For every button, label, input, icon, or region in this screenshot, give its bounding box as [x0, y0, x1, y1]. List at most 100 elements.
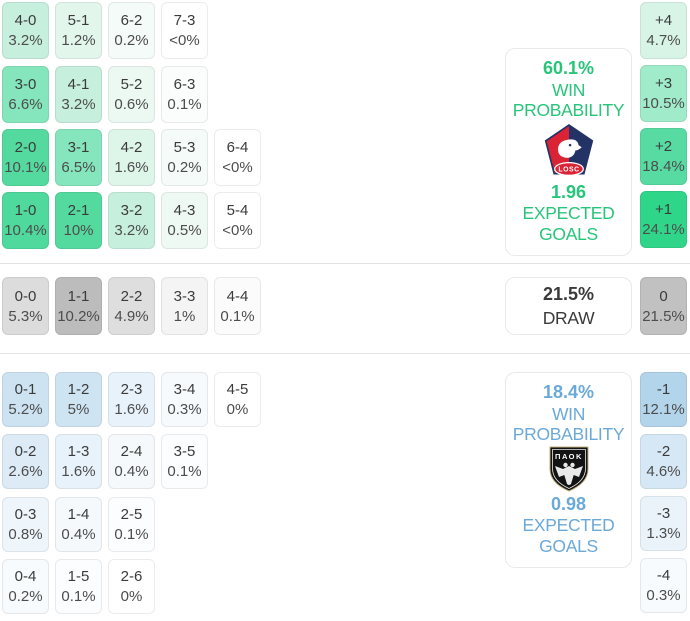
svg-text:ΠΑΟΚ: ΠΑΟΚ [555, 452, 583, 461]
cell-probability-value: 6.6% [8, 96, 43, 113]
home-score-row-4: 1-0 10.4% 2-1 10% 3-2 3.2% 4-3 0.5% 5-4 <0% [2, 192, 261, 249]
draw-probability-value: 21.5% [542, 284, 595, 305]
cell-2-2: 2-2 4.9% [108, 277, 155, 335]
cell-probability-value: 3.2% [8, 32, 43, 49]
cell-5-2: 5-2 0.6% [108, 66, 155, 123]
section-divider-top [0, 263, 690, 264]
cell-probability-value: 1.2% [61, 32, 96, 49]
cell-score-label: 3-1 [67, 139, 90, 156]
cell-0-4: 0-4 0.2% [2, 559, 49, 614]
paok-crest-icon: ΠΑΟΚ [549, 446, 588, 492]
cell-score-label: 1-2 [67, 381, 90, 398]
cell-probability-value: 1% [173, 307, 196, 325]
home-win-label-line2: PROBABILITY [512, 99, 625, 120]
cell-probability-value: 3.2% [114, 222, 149, 239]
cell-7-3: 7-3 <0% [161, 2, 208, 59]
cell-probability-value: 4.9% [114, 307, 149, 325]
draw-panel: 21.5% DRAW [505, 277, 632, 335]
cell-1-0: 1-0 10.4% [2, 192, 49, 249]
cell-1-4: 1-4 0.4% [55, 497, 102, 552]
home-win-label-line1: WIN [551, 79, 586, 100]
away-win-panel: 18.4% WIN PROBABILITY ΠΑΟΚ 0.98 EXPECTED… [505, 372, 632, 568]
away-score-row-4: 0-4 0.2% 1-5 0.1% 2-6 0% [2, 559, 155, 614]
cell-probability-value: 0.8% [8, 526, 43, 543]
cell-score-label: 0 [659, 287, 668, 305]
cell-0-0: 0-0 5.3% [2, 277, 49, 335]
cell-1-5: 1-5 0.1% [55, 559, 102, 614]
cell-+4: +4 4.7% [640, 2, 687, 59]
away-xg-label-line1: EXPECTED [522, 515, 615, 536]
home-win-probability-block: 60.1% WIN PROBABILITY [512, 58, 625, 120]
draw-label: DRAW [542, 307, 595, 328]
home-score-row-1: 4-0 3.2% 5-1 1.2% 6-2 0.2% 7-3 <0% [2, 2, 208, 59]
cell-1-3: 1-3 1.6% [55, 434, 102, 489]
cell-0-3: 0-3 0.8% [2, 497, 49, 552]
cell-probability-value: 4.6% [646, 463, 681, 480]
home-score-row-2: 3-0 6.6% 4-1 3.2% 5-2 0.6% 6-3 0.1% [2, 66, 208, 123]
cell-2-6: 2-6 0% [108, 559, 155, 614]
cell-score-label: 2-0 [14, 139, 37, 156]
cell-score-label: -4 [656, 567, 671, 584]
cell-2-1: 2-1 10% [55, 192, 102, 249]
cell-probability-value: 1.6% [114, 159, 149, 176]
away-score-row-1: 0-1 5.2% 1-2 5% 2-3 1.6% 3-4 0.3% 4-5 0% [2, 372, 261, 427]
cell-score-label: 2-5 [120, 506, 143, 523]
cell-2-5: 2-5 0.1% [108, 497, 155, 552]
cell-probability-value: 2.6% [8, 463, 43, 480]
cell-score-label: -3 [656, 505, 671, 522]
cell-3-3: 3-3 1% [161, 277, 208, 335]
cell-5-4: 5-4 <0% [214, 192, 261, 249]
cell-0-2: 0-2 2.6% [2, 434, 49, 489]
cell-score-label: +3 [654, 75, 673, 92]
cell-probability-value: 0% [120, 588, 143, 605]
home-expected-goals-block: 1.96 EXPECTED GOALS [523, 182, 615, 244]
cell-score-label: 5-1 [67, 12, 90, 29]
cell-4-4: 4-4 0.1% [214, 277, 261, 335]
cell-score-label: 4-4 [226, 287, 249, 305]
cell-4-0: 4-0 3.2% [2, 2, 49, 59]
cell-probability-value: 0.1% [220, 307, 255, 325]
away-win-probability-block: 18.4% WIN PROBABILITY [513, 382, 625, 444]
cell-0-1: 0-1 5.2% [2, 372, 49, 427]
cell-probability-value: 0% [226, 401, 249, 418]
cell-1-2: 1-2 5% [55, 372, 102, 427]
cell-score-label: 3-3 [173, 287, 196, 305]
cell-5-1: 5-1 1.2% [55, 2, 102, 59]
cell--4: -4 0.3% [640, 558, 687, 613]
cell-score-label: 3-5 [173, 443, 196, 460]
home-goal-diff-column: +4 4.7% +3 10.5% +2 18.4% +1 24.1% [640, 2, 687, 248]
cell-probability-value: 0.4% [61, 526, 96, 543]
losc-lille-crest-icon: LOSC [544, 123, 593, 176]
cell-score-label: 1-1 [67, 287, 90, 305]
cell--1: -1 12.1% [640, 372, 687, 427]
cell-probability-value: 10% [63, 222, 94, 239]
cell-score-label: -1 [656, 381, 671, 398]
cell-score-label: 4-3 [173, 202, 196, 219]
cell-score-label: 0-3 [14, 506, 37, 523]
cell-score-label: 4-2 [120, 139, 143, 156]
cell-5-3: 5-3 0.2% [161, 129, 208, 186]
cell-score-label: 5-4 [226, 202, 249, 219]
cell-0: 0 21.5% [640, 277, 687, 335]
cell-probability-value: 5.3% [8, 307, 43, 325]
cell-probability-value: 3.2% [61, 96, 96, 113]
home-xg-label-line2: GOALS [539, 223, 598, 244]
cell-score-label: 6-2 [120, 12, 143, 29]
home-win-panel: 60.1% WIN PROBABILITY LOSC 1.96 EXPECTED… [505, 48, 632, 256]
cell-2-3: 2-3 1.6% [108, 372, 155, 427]
away-score-row-2: 0-2 2.6% 1-3 1.6% 2-4 0.4% 3-5 0.1% [2, 434, 208, 489]
cell-probability-value: 12.1% [642, 401, 685, 418]
cell-probability-value: 0.3% [646, 587, 681, 604]
away-score-row-3: 0-3 0.8% 1-4 0.4% 2-5 0.1% [2, 497, 155, 552]
cell-probability-value: 0.3% [167, 401, 202, 418]
cell-score-label: 3-0 [14, 76, 37, 93]
away-expected-goals-block: 0.98 EXPECTED GOALS [523, 494, 615, 556]
cell-score-label: 5-3 [173, 139, 196, 156]
cell-score-label: 0-0 [14, 287, 37, 305]
cell-+2: +2 18.4% [640, 128, 687, 185]
cell-score-label: 0-1 [14, 381, 37, 398]
cell--2: -2 4.6% [640, 434, 687, 489]
away-expected-goals-value: 0.98 [550, 493, 587, 514]
cell-probability-value: 21.5% [642, 307, 685, 325]
